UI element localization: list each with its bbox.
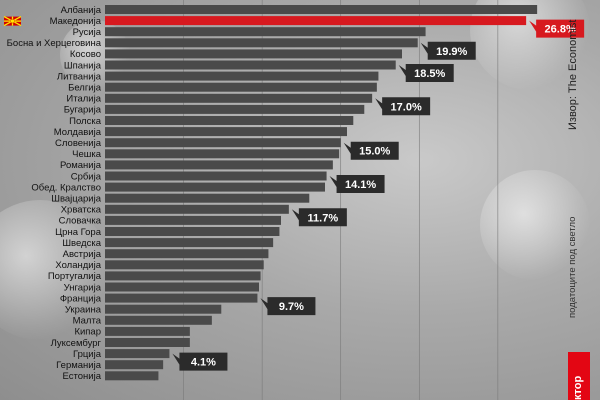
category-label: Шпанија [64,60,102,71]
bar [105,182,325,192]
category-label: Русија [73,27,102,38]
bar [105,282,259,292]
bar [105,260,264,270]
bar [105,238,274,248]
bar [105,71,379,81]
source-credit: Извор: The Economist [567,19,579,130]
value-callout: 4.1% [172,352,228,371]
bar [105,171,327,181]
category-label: Малта [73,316,102,327]
brand-strip [568,352,590,400]
category-label: Унгарија [64,282,102,293]
bar [105,60,396,70]
category-label: Грција [73,349,102,360]
bar [105,304,222,314]
category-label: Босна и Херцеговина [7,38,102,49]
value-callout: 17.0% [375,97,431,116]
bar [105,271,261,281]
category-label: Шведска [62,238,101,249]
value-callout: 14.1% [329,175,385,193]
bar [105,193,310,203]
category-label: Словачка [59,216,102,227]
bar [105,349,170,359]
category-label: Хрватска [61,205,102,216]
value-callout: 19.9% [420,41,476,60]
category-label: Белгија [68,83,102,94]
category-label: Бугарија [64,105,102,116]
bar [105,104,365,114]
virus-decoration [480,170,590,280]
category-label: Литванија [57,71,102,82]
category-label: Романија [60,160,102,171]
bar [105,204,289,214]
bar [105,227,280,236]
category-label: Украина [65,305,102,316]
bar [105,326,190,336]
category-label: Кипар [74,327,101,338]
category-label: Македонија [50,16,102,27]
bar [105,93,373,103]
category-label: Србија [71,171,102,182]
bar [105,49,402,59]
bar [105,215,281,225]
value-callout: 9.7% [260,297,316,316]
macedonia-flag-icon [3,16,22,27]
data-label: 26.8% [545,24,576,36]
category-label: Обед. Кралство [31,182,101,193]
bar [105,160,333,170]
data-label: 9.7% [279,301,304,313]
category-label: Чешка [72,149,102,160]
value-callout: 11.7% [291,208,347,227]
data-label: 15.0% [359,146,390,158]
category-label: Луксембург [51,338,102,349]
bar [105,138,341,148]
callout-layer: 26.8% 19.9% 18.5% 17.0% 15.0% 14.1% 11.7% 9.7% 4… [172,19,585,371]
category-label: Франција [60,293,102,304]
category-label: Косово [70,49,101,60]
category-label: Словенија [55,138,102,149]
category-label: Албанија [61,5,102,16]
category-label: Молдавија [54,127,102,138]
category-label: Австрија [63,249,102,260]
bar-layer [105,5,538,381]
bar [105,38,418,48]
bar [105,360,164,370]
data-label: 17.0% [391,101,422,113]
bar [105,315,212,325]
bar [105,127,347,137]
value-callout: 18.5% [398,64,454,82]
bar [105,249,269,259]
brand-name: ктор [572,375,584,400]
bar [105,338,190,347]
data-label: 18.5% [414,68,445,80]
category-label: Холандија [55,260,101,271]
bar [105,293,258,303]
category-label: Црна Гора [55,227,102,238]
bar-highlight [105,16,527,26]
category-label: Естонија [63,371,102,382]
category-label: Италија [66,94,101,105]
category-label: Полска [69,116,102,127]
value-callout-highlight: 26.8% [529,19,585,38]
bar [105,5,538,14]
category-label: Португалија [48,271,102,282]
bar [105,82,377,92]
category-label: Швајцарија [51,194,101,205]
data-label: 11.7% [308,212,339,224]
virus-decoration [0,200,110,340]
bar [105,116,354,125]
value-callout: 15.0% [343,141,399,160]
data-label: 4.1% [191,357,216,369]
bar [105,27,426,37]
category-label: Германија [56,360,102,371]
footer-tagline: податоците под светло [567,216,578,318]
data-label: 19.9% [436,46,467,58]
data-label: 14.1% [345,179,376,191]
bar [105,149,340,159]
bar [105,371,159,381]
